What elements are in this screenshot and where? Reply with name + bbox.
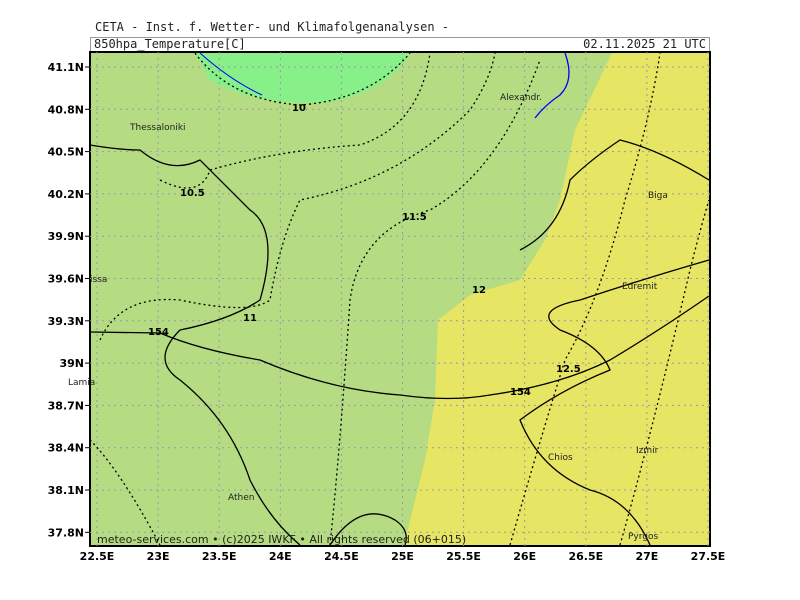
contour-label: 10	[292, 103, 306, 114]
lat-label: 37.8N	[48, 526, 84, 539]
lon-label: 25.5E	[446, 550, 481, 563]
city-label: Edremit	[622, 282, 658, 292]
city-label: Pyrgos	[628, 532, 659, 542]
lat-label: 39.3N	[48, 315, 84, 328]
city-label: Alexandr.	[500, 93, 542, 103]
lon-label: 23.5E	[202, 550, 237, 563]
lat-label: 38.4N	[48, 442, 84, 455]
institute-title: CETA - Inst. f. Wetter- und Klimafolgena…	[95, 20, 450, 34]
city-label: issa	[90, 275, 107, 285]
contour-label: 12.5	[556, 364, 581, 375]
lat-label: 39.6N	[48, 273, 84, 286]
isotherm-12-5	[509, 52, 661, 546]
isotherm-10-5	[159, 52, 431, 189]
isobar-154	[89, 295, 710, 400]
contour-label: 10.5	[180, 188, 205, 199]
lon-label: 23E	[147, 550, 170, 563]
lat-label: 40.2N	[48, 188, 84, 201]
lat-label: 39N	[59, 357, 84, 370]
lon-label: 25E	[391, 550, 414, 563]
lon-label: 26.5E	[568, 550, 603, 563]
lat-label: 40.8N	[48, 103, 84, 116]
city-label: Chios	[548, 453, 573, 463]
copyright-footer: meteo-services.com • (c)2025 IWKF • All …	[97, 533, 466, 546]
lon-label: 27.5E	[691, 550, 726, 563]
lon-label: 22.5E	[80, 550, 115, 563]
lon-label: 27E	[635, 550, 658, 563]
contour-label: 12	[472, 285, 486, 296]
band-below-10	[195, 53, 410, 104]
lat-label: 40.5N	[48, 146, 84, 159]
isotherm-10	[194, 52, 411, 106]
band-12-14	[404, 53, 709, 545]
river-strymon	[199, 52, 263, 96]
coastline-turkey	[519, 139, 710, 546]
city-label: Thessaloniki	[129, 123, 186, 133]
lon-label: 24.5E	[324, 550, 359, 563]
datetime-label: 02.11.2025 21 UTC	[583, 37, 706, 51]
city-label: Athen	[228, 493, 254, 503]
contour-label: 11	[243, 313, 257, 324]
coastline	[89, 144, 407, 546]
isotherm-9-5-left	[89, 439, 161, 546]
lon-label: 24E	[269, 550, 292, 563]
city-label: Izmir	[636, 446, 659, 456]
lon-label: 26E	[513, 550, 536, 563]
lat-label: 38.7N	[48, 399, 84, 412]
contour-label: 154	[148, 327, 169, 338]
lat-label: 39.9N	[48, 230, 84, 243]
contour-label: 154	[510, 387, 531, 398]
city-label: Biga	[648, 191, 668, 201]
city-label: Lamia	[68, 378, 95, 388]
lat-label: 41.1N	[48, 61, 84, 74]
isotherm-13	[619, 199, 710, 546]
contour-label: 11.5	[402, 212, 427, 223]
river-evros	[534, 52, 570, 119]
lat-label: 38.1N	[48, 484, 84, 497]
parameter-label: 850hpa_Temperature[C]	[94, 37, 246, 51]
